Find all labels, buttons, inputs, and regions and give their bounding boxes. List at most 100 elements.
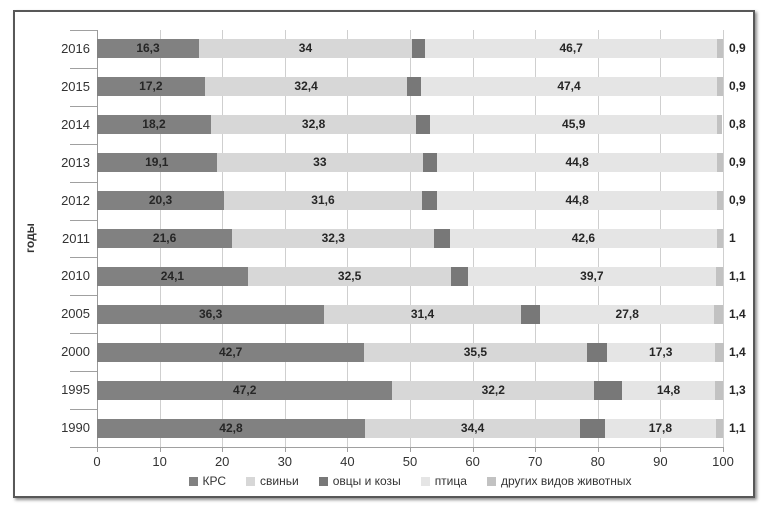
bar-segment-ovtsy-i-kozy: [451, 266, 468, 286]
x-tick-label: 80: [590, 454, 606, 469]
bar-segment-ptitsa: [604, 418, 717, 438]
y-axis-tick: [70, 67, 97, 69]
bar-segment-svini: [216, 153, 424, 173]
x-tick-label: 90: [653, 454, 668, 469]
x-axis-tick: [284, 447, 286, 452]
category-label-2014: 2014: [61, 116, 90, 132]
bar-segment-svini: [204, 77, 408, 97]
value-label-drugikh-vidov: 0,9: [729, 79, 746, 94]
bar-segment-svini: [324, 304, 521, 324]
x-axis-tick: [410, 447, 411, 452]
bar-segment-drugikh-vidov: [717, 153, 723, 173]
value-label-drugikh-vidov: 1,1: [729, 420, 746, 435]
legend-item-drugikh-vidov: других видов животных: [486, 474, 632, 488]
x-axis-tick: [472, 447, 474, 452]
bar-segment-krs: [97, 304, 325, 324]
bar-segment-ptitsa: [436, 153, 718, 173]
category-label-2010: 2010: [61, 268, 90, 284]
category-label-2000: 2000: [61, 344, 90, 360]
legend-label: КРС: [202, 474, 227, 488]
value-label-drugikh-vidov: 1,3: [729, 382, 746, 397]
value-label-drugikh-vidov: 1,4: [729, 306, 746, 321]
x-tick-label: 100: [712, 454, 734, 469]
y-axis-tick: [70, 181, 97, 183]
value-label-krs: 19,1: [145, 155, 169, 170]
legend-item-ptitsa: птица: [420, 474, 467, 488]
value-label-ptitsa: 17,8: [648, 420, 673, 435]
legend-swatch-icon: [318, 476, 328, 486]
value-label-drugikh-vidov: 1,1: [729, 268, 746, 283]
bar-segment-drugikh-vidov: [717, 77, 723, 97]
bar-segment-drugikh-vidov: [717, 39, 723, 59]
bar-segment-svini: [392, 380, 595, 400]
legend-swatch-icon: [188, 476, 198, 486]
value-label-svini: 32,4: [294, 79, 318, 94]
x-axis-tick: [159, 447, 161, 452]
bar-segment-ovtsy-i-kozy: [520, 304, 541, 324]
bar-segment-ovtsy-i-kozy: [416, 115, 431, 135]
bar-segment-svini: [364, 342, 587, 362]
value-label-krs: 17,2: [139, 79, 163, 94]
bar-segment-svini: [210, 115, 417, 135]
y-axis-tick: [70, 30, 97, 31]
legend: КРС свиньи овцы и козы птица других видов жи…: [97, 472, 723, 490]
bar-segment-drugikh-vidov: [716, 229, 723, 248]
x-axis-tick: [660, 447, 662, 452]
legend-label: других видов животных: [500, 474, 632, 488]
value-label-krs: 36,3: [198, 306, 223, 321]
value-label-krs: 47,2: [233, 382, 257, 397]
x-axis-tick: [723, 447, 724, 452]
bar-segment-drugikh-vidov: [714, 304, 723, 324]
value-label-ptitsa: 47,4: [557, 79, 581, 94]
bar-segment-ptitsa: [420, 77, 718, 97]
value-label-svini: 31,6: [311, 193, 335, 208]
value-label-drugikh-vidov: 0,9: [729, 155, 746, 170]
y-axis-tick: [70, 371, 97, 373]
value-label-ptitsa: 44,8: [565, 193, 589, 208]
y-axis-tick: [70, 295, 97, 297]
value-label-krs: 21,6: [152, 231, 177, 245]
value-label-krs: 20,3: [148, 193, 173, 208]
value-label-ptitsa: 17,3: [649, 344, 673, 359]
y-axis-tick: [70, 257, 97, 259]
x-axis-tick: [222, 447, 224, 452]
y-axis-tick: [70, 219, 97, 221]
bar-segment-ptitsa: [622, 380, 715, 400]
bar-segment-ptitsa: [540, 304, 715, 324]
bar-segment-svini: [224, 191, 422, 211]
value-label-drugikh-vidov: 0,9: [729, 193, 746, 208]
value-label-ptitsa: 27,8: [615, 306, 639, 321]
bar-segment-krs: [97, 229, 233, 248]
bar-segment-ptitsa: [450, 229, 717, 248]
value-label-svini: 32,2: [481, 382, 505, 397]
x-tick-label: 60: [465, 454, 480, 469]
bar-segment-drugikh-vidov: [716, 266, 723, 286]
value-label-svini: 32,5: [337, 268, 362, 283]
gridline-v: [723, 30, 724, 447]
value-label-ptitsa: 45,9: [562, 117, 586, 132]
y-axis-tick: [70, 143, 97, 145]
value-label-drugikh-vidov: 0,9: [729, 41, 746, 56]
bar-segment-ovtsy-i-kozy: [594, 380, 623, 400]
plot-area: 16,3342,146,70,917,232,42,147,40,918,232…: [97, 30, 746, 447]
bar-segment-krs: [97, 77, 205, 97]
y-axis-tick: [70, 333, 97, 335]
bar-segment-svini: [232, 229, 435, 248]
legend-label: птица: [434, 474, 467, 488]
x-axis-tick: [97, 447, 98, 452]
bar-segment-ptitsa: [436, 191, 718, 211]
category-label-1990: 1990: [61, 420, 90, 436]
bar-segment-ovtsy-i-kozy: [421, 191, 437, 211]
value-label-svini: 31,4: [410, 306, 435, 321]
bar-segment-ovtsy-i-kozy: [423, 153, 437, 173]
value-label-drugikh-vidov: 1,4: [729, 344, 746, 359]
value-label-krs: 16,3: [136, 41, 160, 56]
y-axis-tick: [70, 447, 97, 448]
bar-segment-krs: [97, 153, 217, 173]
value-label-ptitsa: 39,7: [580, 268, 604, 283]
bar-segment-drugikh-vidov: [714, 342, 724, 362]
value-label-ptitsa: 46,7: [559, 41, 583, 56]
value-label-krs: 18,2: [142, 117, 166, 132]
bar-segment-ptitsa: [606, 342, 715, 362]
